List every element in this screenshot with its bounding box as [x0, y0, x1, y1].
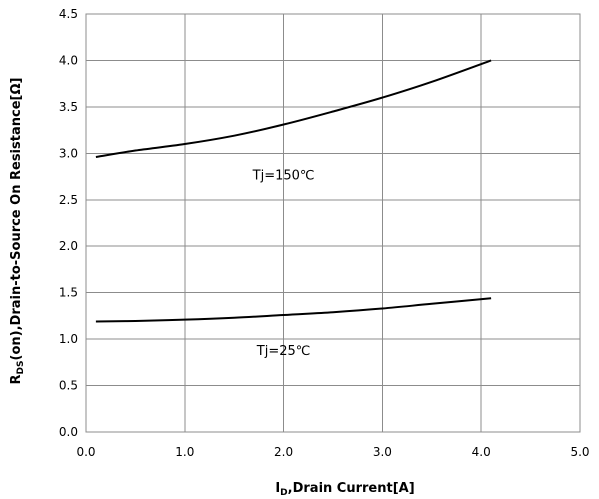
- x-tick-labels: 0.0 1.0 2.0 3.0 4.0 5.0: [76, 445, 589, 459]
- series-line-1: [95, 297, 492, 323]
- y-tick-labels: 0.0 0.5 1.0 1.5 2.0 2.5 3.0 3.5 4.0 4.5: [59, 7, 78, 439]
- series-label-1: Tj=25℃: [256, 344, 311, 359]
- y-axis-title: RDS(on),Drain-to-Source On Resistance[Ω]: [9, 78, 26, 385]
- y-tick-label: 0.5: [59, 379, 78, 393]
- y-tick-label: 2.5: [59, 193, 78, 207]
- x-tick-label: 0.0: [76, 445, 95, 459]
- x-tick-label: 1.0: [175, 445, 194, 459]
- series-label-0: Tj=150℃: [252, 168, 315, 183]
- plot-frame: [85, 13, 581, 433]
- y-tick-label: 1.5: [59, 286, 78, 300]
- x-tick-label: 5.0: [570, 445, 589, 459]
- y-tick-label: 4.5: [59, 7, 78, 21]
- y-tick-label: 1.0: [59, 332, 78, 346]
- y-tick-label: 4.0: [59, 53, 78, 67]
- y-tick-label: 3.5: [59, 100, 78, 114]
- series-line-0: [95, 59, 492, 158]
- series-layer: [95, 59, 492, 323]
- x-axis-title: ID,Drain Current[A]: [275, 481, 414, 498]
- series-labels: Tj=150℃ Tj=25℃: [252, 168, 315, 359]
- grid: [85, 13, 581, 433]
- x-tick-label: 4.0: [472, 445, 491, 459]
- x-tick-label: 3.0: [373, 445, 392, 459]
- y-tick-label: 0.0: [59, 425, 78, 439]
- y-tick-label: 3.0: [59, 146, 78, 160]
- x-tick-label: 2.0: [274, 445, 293, 459]
- y-tick-label: 2.0: [59, 239, 78, 253]
